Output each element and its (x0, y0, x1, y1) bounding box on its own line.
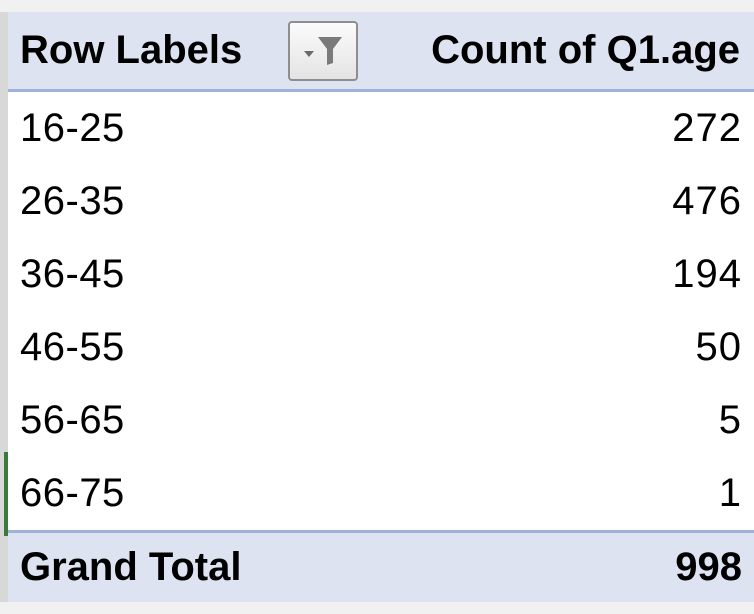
pivot-row[interactable]: 66-75 1 (8, 457, 754, 530)
row-labels-filter-button[interactable] (288, 21, 358, 81)
count-of-age-header[interactable]: Count of Q1.age (431, 28, 740, 72)
pivot-row[interactable]: 16-25 272 (8, 92, 754, 165)
row-labels-header[interactable]: Row Labels (20, 28, 243, 72)
grand-total-row[interactable]: Grand Total 998 (8, 530, 754, 602)
pivot-row[interactable]: 26-35 476 (8, 165, 754, 238)
selection-edge-marker (4, 452, 8, 536)
row-count: 50 (695, 325, 742, 369)
grand-total-label: Grand Total (20, 545, 242, 589)
row-count: 1 (718, 471, 742, 515)
pivot-row[interactable]: 36-45 194 (8, 238, 754, 311)
sheet-background (0, 602, 754, 614)
row-label: 56-65 (20, 398, 125, 442)
row-count: 272 (672, 106, 742, 150)
pivot-row[interactable]: 56-65 5 (8, 384, 754, 457)
row-label: 16-25 (20, 106, 125, 150)
pivot-row[interactable]: 46-55 50 (8, 311, 754, 384)
grand-total-value: 998 (675, 545, 742, 589)
row-label: 36-45 (20, 252, 125, 296)
sheet-background (0, 0, 754, 12)
row-count: 194 (672, 252, 742, 296)
row-label: 46-55 (20, 325, 125, 369)
row-label: 66-75 (20, 471, 125, 515)
row-count: 5 (718, 398, 742, 442)
pivot-header-row: Row Labels Count of Q1.age (8, 12, 754, 92)
row-count: 476 (672, 179, 742, 223)
sheet-gridline (0, 12, 8, 602)
row-label: 26-35 (20, 179, 125, 223)
pivot-table: Row Labels Count of Q1.age 16-25 272 26-… (8, 12, 754, 602)
filter-dropdown-icon (298, 31, 348, 71)
